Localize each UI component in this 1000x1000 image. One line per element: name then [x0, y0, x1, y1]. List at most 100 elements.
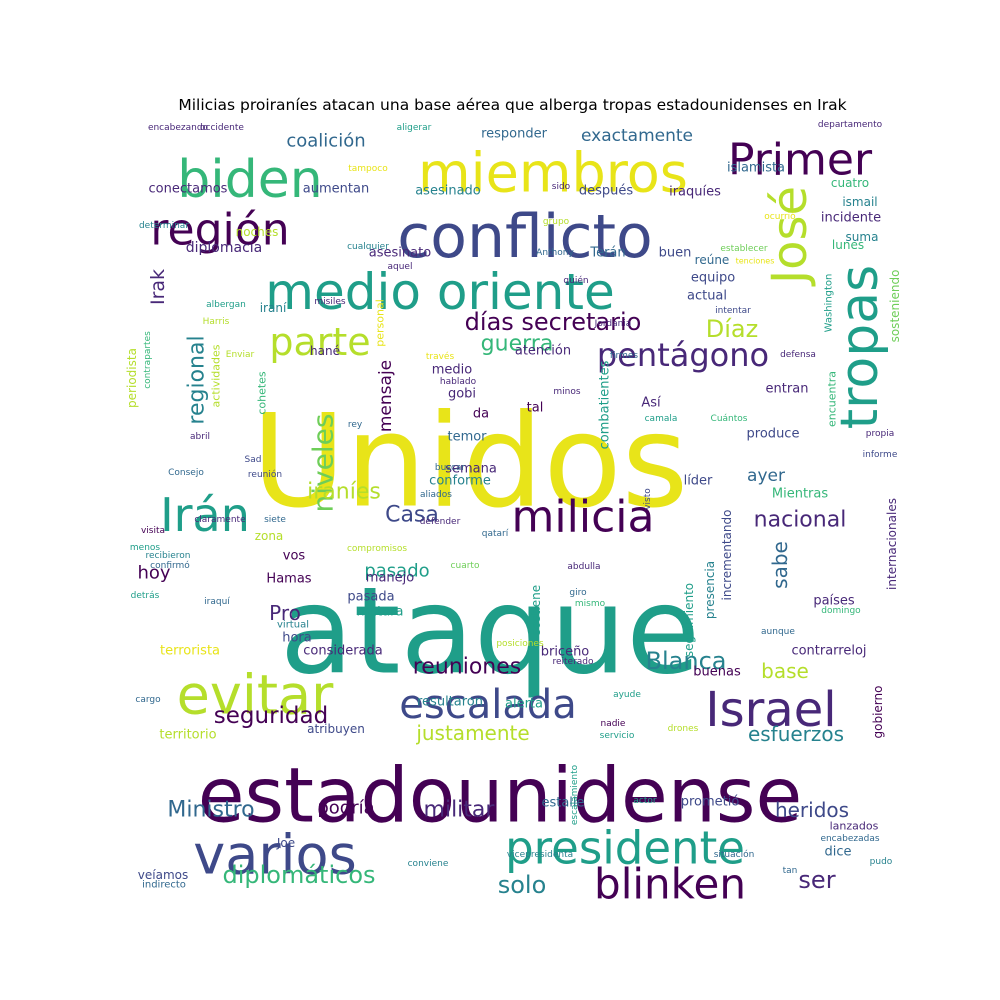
cloud-word: da: [473, 407, 489, 422]
cloud-word: reunión: [248, 469, 282, 480]
cloud-word: quién: [563, 275, 588, 286]
cloud-word: medio: [432, 363, 473, 378]
cloud-word: Primer: [728, 135, 873, 186]
cloud-word: pentágono: [597, 336, 769, 374]
cloud-word: indirecto: [142, 880, 186, 891]
cloud-word: servicio: [600, 731, 635, 741]
cloud-word: propia: [866, 429, 894, 439]
cloud-word: ocurrió: [764, 211, 796, 222]
cloud-word: conforme: [429, 474, 491, 489]
cloud-word: estadounidense: [198, 751, 802, 840]
cloud-word: asesinado: [415, 184, 481, 199]
cloud-word: diplomacia: [186, 240, 263, 256]
cloud-word: encabezadas: [820, 834, 879, 844]
cloud-word: evitar: [177, 664, 334, 727]
cloud-word: escalada: [399, 682, 576, 728]
cloud-word: informe: [863, 450, 898, 460]
cloud-word: intentar: [715, 306, 751, 316]
cloud-word: buen: [659, 246, 692, 261]
cloud-word: después: [579, 184, 634, 199]
cloud-word: mismo: [575, 599, 606, 609]
cloud-word: ismail: [842, 195, 877, 209]
cloud-word: aliados: [420, 490, 452, 500]
cloud-word: misiles: [314, 297, 345, 307]
cloud-word: abril: [190, 432, 210, 442]
cloud-word: entran: [766, 382, 809, 397]
cloud-word: hablado: [440, 377, 477, 387]
cloud-word: sido: [552, 182, 571, 192]
cloud-word: semana: [445, 462, 497, 477]
cloud-word: minos: [553, 387, 580, 397]
cloud-word: encuentra: [826, 371, 839, 427]
cloud-word: gobierno: [871, 686, 885, 739]
cloud-word: tan: [783, 866, 798, 876]
cloud-word: regional: [185, 335, 210, 424]
cloud-word: Consejo: [168, 468, 204, 478]
cloud-word: tenciones: [736, 257, 775, 266]
cloud-word: estalle: [541, 796, 584, 811]
cloud-word: territorio: [159, 728, 216, 743]
cloud-word: lunes: [832, 238, 864, 252]
cloud-word: determinar: [139, 221, 189, 231]
cloud-word: temor: [447, 430, 487, 445]
cloud-word: encabezando: [148, 123, 209, 133]
cloud-word: iraní: [260, 301, 287, 315]
cloud-word: iraníes: [307, 480, 381, 505]
cloud-word: milicia: [512, 492, 655, 543]
cloud-word: conectamos: [149, 182, 228, 197]
cloud-word: Irak: [147, 269, 169, 305]
cloud-word: cuatro: [831, 176, 869, 190]
cloud-word: Terán: [589, 246, 625, 261]
cloud-word: Jordania: [594, 319, 632, 329]
cloud-word: aquel: [388, 262, 413, 272]
cloud-word: días secretario: [465, 308, 642, 336]
cloud-word: actual: [687, 289, 727, 304]
cloud-word: establecer: [720, 244, 768, 254]
cloud-word: vicepresidenta: [507, 850, 573, 860]
cloud-word: aligerar: [397, 123, 432, 133]
cloud-word: actor: [633, 796, 656, 806]
cloud-word: coalición: [286, 131, 365, 152]
cloud-word: visto: [643, 488, 653, 510]
cloud-word: solo: [498, 871, 547, 899]
cloud-word: nadie: [601, 719, 626, 729]
cloud-word: drones: [668, 724, 699, 734]
cloud-word: menos: [130, 543, 161, 553]
cloud-word: resultaron: [417, 695, 483, 710]
cloud-word: Díaz: [706, 315, 758, 343]
cloud-word: reiterado: [552, 657, 594, 667]
cloud-word: hora: [282, 631, 312, 646]
cloud-word: tampoco: [348, 164, 388, 174]
cloud-word: conflicto: [397, 202, 652, 272]
cloud-word: noches: [236, 225, 279, 239]
cloud-word: sostiene: [529, 585, 543, 635]
cloud-word: diplomáticos: [222, 861, 375, 889]
cloud-word: Israel: [705, 682, 836, 738]
cloud-word: giro: [569, 588, 587, 598]
cloud-word: abdulla: [567, 562, 600, 572]
cloud-word: cargo: [135, 695, 161, 705]
cloud-word: buscar: [435, 463, 466, 473]
cloud-word: veíamos: [138, 868, 188, 882]
cloud-word: islamista: [727, 161, 785, 176]
cloud-word: cuarto: [451, 561, 480, 571]
cloud-word: reuniones: [413, 655, 522, 680]
cloud-word: personal: [374, 299, 387, 347]
cloud-word: tropas: [830, 265, 890, 429]
cloud-word: aunque: [761, 627, 795, 637]
cloud-word: Así: [641, 396, 661, 411]
cloud-word: conviene: [408, 859, 449, 869]
cloud-word: virtual: [277, 620, 309, 631]
cloud-word: pasada: [347, 590, 394, 605]
cloud-word: líder: [684, 474, 713, 489]
cloud-word: presidente: [505, 822, 745, 875]
cloud-word: hané: [310, 344, 340, 358]
cloud-word: base: [761, 659, 809, 683]
cloud-word: Harris: [203, 317, 230, 327]
cloud-word: Mientras: [772, 487, 828, 502]
cloud-word: guerra: [481, 332, 554, 357]
cloud-word: visita: [141, 526, 165, 536]
cloud-word: José: [762, 186, 818, 287]
cloud-word: prometió: [681, 795, 740, 810]
cloud-word: medio oriente: [265, 263, 614, 321]
